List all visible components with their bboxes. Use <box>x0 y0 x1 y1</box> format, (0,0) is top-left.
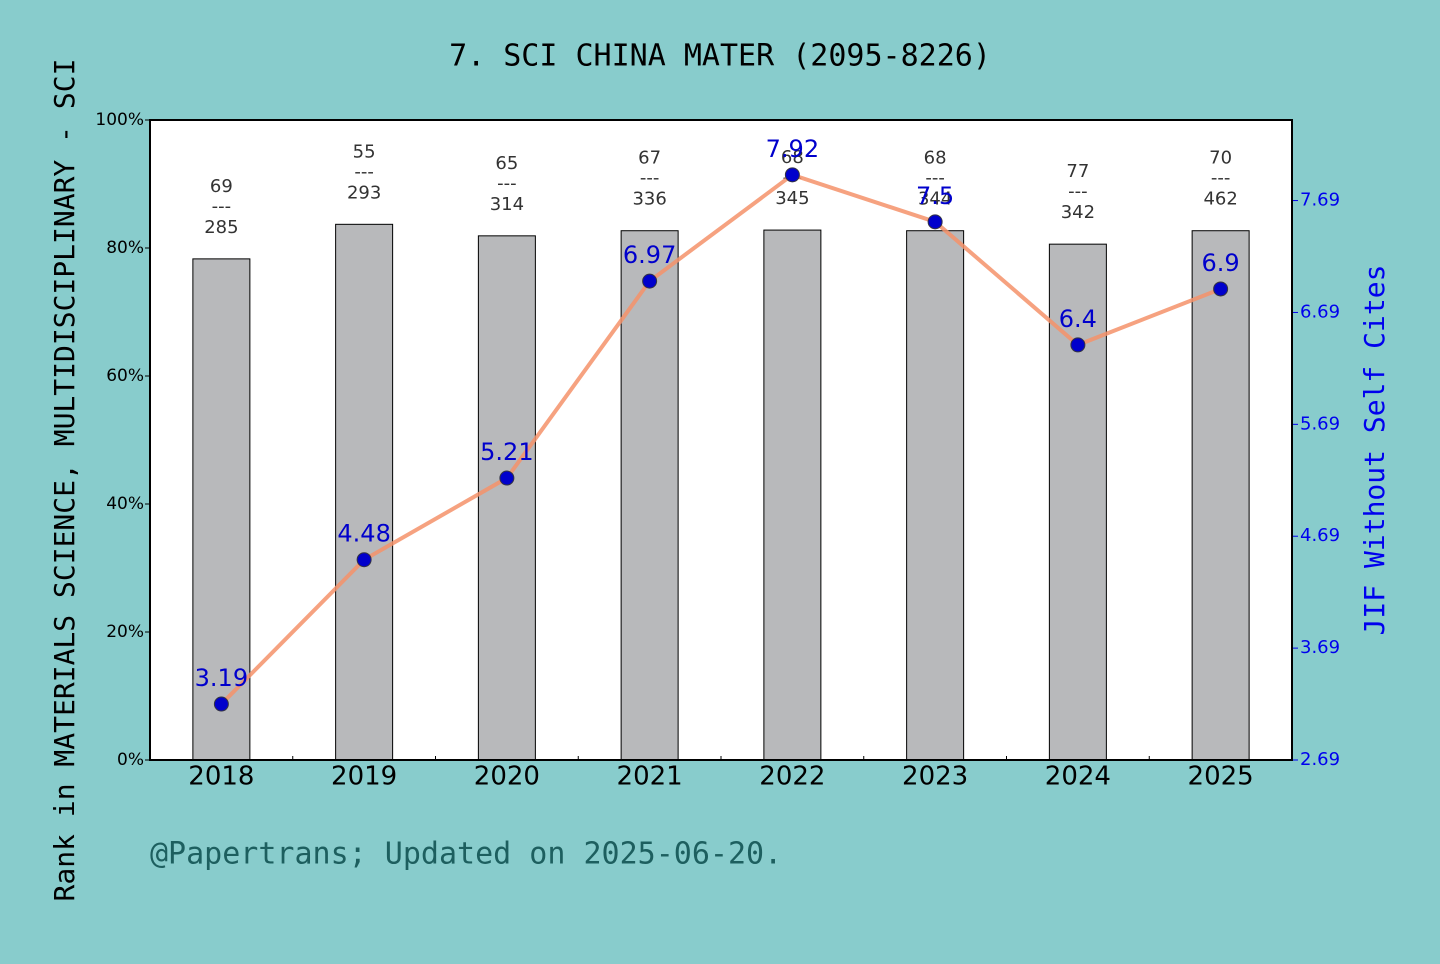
value-label: 7.92 <box>766 135 819 163</box>
marker <box>1213 281 1229 297</box>
rank-label: 68 <box>781 147 804 168</box>
value-label: 5.21 <box>480 438 533 466</box>
marker <box>642 273 658 289</box>
y2-tick-label: 6.69 <box>1300 301 1340 322</box>
y-tick-label: 80% <box>106 238 144 258</box>
total-label: 345 <box>775 188 809 209</box>
bar <box>335 223 394 761</box>
value-label: 6.97 <box>623 241 676 269</box>
value-label: 6.9 <box>1202 249 1240 277</box>
value-label: 7.5 <box>916 182 954 210</box>
y-tick-label: 100% <box>95 110 144 130</box>
x-tick-label: 2022 <box>759 762 825 792</box>
x-tick-label: 2018 <box>188 762 254 792</box>
x-tick-label: 2019 <box>331 762 397 792</box>
x-tick-label: 2025 <box>1188 762 1254 792</box>
rank-label: 68 <box>924 148 947 169</box>
rank-separator: --- <box>354 161 374 182</box>
total-label: 462 <box>1203 189 1237 210</box>
y-tick-label: 60% <box>106 366 144 386</box>
y-tick-label: 20% <box>106 622 144 642</box>
plot-frame <box>149 119 1293 761</box>
y2-axis-label: JIF Without Self Cites <box>1358 265 1391 636</box>
y2-tick-label: 2.69 <box>1300 749 1340 770</box>
rank-separator: --- <box>497 173 517 194</box>
y2-tick-label: 7.69 <box>1300 190 1340 211</box>
rank-label: 65 <box>495 153 518 174</box>
total-label: 285 <box>204 217 238 238</box>
total-label: 342 <box>1061 202 1095 223</box>
rank-label: 69 <box>210 176 233 197</box>
y-tick-label: 40% <box>106 494 144 514</box>
plot: 0% 20% 40% 60% 80% 100% 2.69 3.69 4.69 5.69 6.69 7.… <box>95 110 1340 792</box>
plot-area <box>150 120 1292 760</box>
x-tick-label: 2023 <box>902 762 968 792</box>
bar <box>620 230 679 761</box>
total-label: 314 <box>490 194 524 215</box>
rank-label: 67 <box>638 148 661 169</box>
rank-label: 77 <box>1066 161 1089 182</box>
y2-tick-label: 3.69 <box>1300 637 1340 658</box>
marker <box>499 470 515 486</box>
marker <box>1070 337 1086 353</box>
bar <box>477 235 536 761</box>
marker <box>784 167 800 183</box>
line <box>219 172 1222 706</box>
rank-separator: --- <box>1068 181 1088 202</box>
x-tick-label: 2020 <box>474 762 540 792</box>
value-label: 3.19 <box>195 664 248 692</box>
y2-tick-label: 4.69 <box>1300 525 1340 546</box>
bar <box>1191 230 1250 761</box>
rank-separator: --- <box>212 196 232 217</box>
marker <box>356 552 372 568</box>
total-label: 336 <box>632 189 666 210</box>
y2-tick-label: 5.69 <box>1300 413 1340 434</box>
rank-separator: --- <box>925 168 945 189</box>
rank-separator: --- <box>640 168 660 189</box>
rank-separator: --- <box>1211 168 1231 189</box>
bar <box>763 229 822 761</box>
value-label: 4.48 <box>337 520 390 548</box>
bar <box>906 230 965 761</box>
chart-title: 7. SCI CHINA MATER (2095-8226) <box>449 39 991 74</box>
total-label: 293 <box>347 182 381 203</box>
rank-label: 70 <box>1209 148 1232 169</box>
y-tick-label: 0% <box>117 750 144 770</box>
y-axis-label: Rank in MATERIALS SCIENCE, MULTIDISCIPLI… <box>48 59 81 902</box>
x-tick-label: 2024 <box>1045 762 1111 792</box>
x-tick-label: 2021 <box>617 762 683 792</box>
value-label: 6.4 <box>1059 305 1097 333</box>
marker <box>927 214 943 230</box>
total-label: 344 <box>918 189 952 210</box>
footer: @Papertrans; Updated on 2025-06-20. <box>150 837 782 872</box>
marker <box>213 696 229 712</box>
rank-label: 55 <box>353 141 376 162</box>
